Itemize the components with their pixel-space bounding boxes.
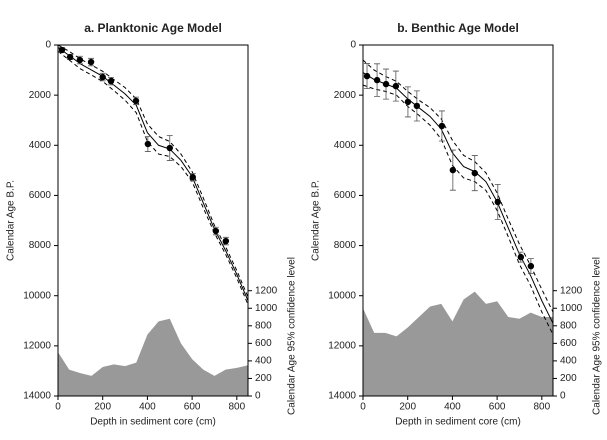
x-tick-label: 200: [94, 402, 111, 413]
y2-tick-label: 600: [255, 338, 272, 349]
confidence-area: [363, 291, 553, 396]
data-point: [66, 53, 74, 61]
y2-tick-label: 800: [255, 320, 272, 331]
data-point: [87, 58, 95, 66]
data-point: [58, 46, 66, 54]
data-point: [373, 76, 381, 84]
y-tick-label: 4000: [29, 140, 52, 151]
data-point: [99, 73, 106, 81]
data-point: [527, 262, 535, 270]
data-point: [392, 82, 400, 90]
y2-tick-label: 800: [560, 320, 577, 331]
x-tick-label: 600: [184, 402, 201, 413]
fit-line: [362, 72, 554, 324]
data-point: [517, 253, 525, 261]
y2-axis-label: Calendar Age 95% confidence level: [287, 257, 298, 415]
plot-frame: [362, 44, 554, 397]
y2-tick-label: 600: [560, 338, 577, 349]
fit-line: [57, 47, 249, 301]
x-tick-label: 400: [139, 402, 156, 413]
data-point: [76, 56, 84, 64]
y2-tick-label: 0: [255, 391, 261, 402]
data-point: [438, 122, 446, 130]
plot-frame: [57, 44, 249, 397]
y-tick-label: 12000: [23, 340, 51, 351]
y2-tick-label: 400: [560, 356, 577, 367]
y2-axis-label: Calendar Age 95% confidence level: [592, 257, 603, 415]
y2-tick-label: 1200: [560, 285, 583, 296]
y-tick-label: 14000: [23, 391, 51, 402]
data-point: [212, 227, 220, 235]
y-tick-label: 8000: [334, 240, 357, 251]
y-axis-label: Calendar Age B.P.: [311, 180, 322, 261]
chart-title: b. Benthic Age Model: [397, 21, 519, 35]
y-tick-label: 2000: [334, 90, 357, 101]
data-point: [132, 97, 140, 105]
y-tick-label: 6000: [29, 190, 52, 201]
y-tick-label: 10000: [328, 290, 356, 301]
x-tick-label: 800: [533, 402, 550, 413]
data-point: [494, 198, 501, 206]
data-point: [382, 80, 390, 88]
x-tick-label: 800: [228, 402, 245, 413]
y2-tick-label: 1000: [255, 303, 278, 314]
y-tick-label: 10000: [23, 290, 51, 301]
bound-line: [362, 59, 554, 313]
data-point: [189, 173, 196, 181]
y-tick-label: 6000: [334, 190, 357, 201]
x-axis-label: Depth in sediment core (cm): [395, 417, 521, 428]
data-point: [166, 144, 173, 152]
y-tick-label: 14000: [328, 391, 356, 402]
data-point: [144, 140, 152, 148]
y-tick-label: 2000: [29, 90, 52, 101]
y2-tick-label: 1000: [560, 303, 583, 314]
x-tick-label: 600: [489, 402, 506, 413]
x-tick-label: 200: [399, 402, 416, 413]
x-axis-label: Depth in sediment core (cm): [90, 417, 216, 428]
x-tick-label: 400: [444, 402, 461, 413]
y-tick-label: 12000: [328, 340, 356, 351]
data-point: [413, 102, 421, 110]
y2-tick-label: 1200: [255, 285, 278, 296]
data-point: [363, 72, 371, 80]
x-tick-label: 0: [55, 402, 61, 413]
bound-line: [57, 44, 249, 298]
chart-title: a. Planktonic Age Model: [84, 21, 222, 35]
data-point: [449, 166, 457, 174]
y2-tick-label: 0: [560, 391, 566, 402]
confidence-area: [58, 318, 248, 396]
bound-line: [57, 50, 249, 305]
y-tick-label: 8000: [29, 240, 52, 251]
data-point: [222, 237, 230, 245]
y-tick-label: 0: [350, 40, 356, 51]
data-point: [107, 77, 115, 85]
y2-tick-label: 200: [255, 373, 272, 384]
data-point: [404, 98, 412, 106]
y2-tick-label: 200: [560, 373, 577, 384]
bound-line: [362, 84, 554, 335]
y2-tick-label: 400: [255, 356, 272, 367]
data-point: [471, 169, 478, 177]
x-tick-label: 0: [360, 402, 366, 413]
y-axis-label: Calendar Age B.P.: [6, 180, 17, 261]
y-tick-label: 0: [45, 40, 51, 51]
y-tick-label: 4000: [334, 140, 357, 151]
